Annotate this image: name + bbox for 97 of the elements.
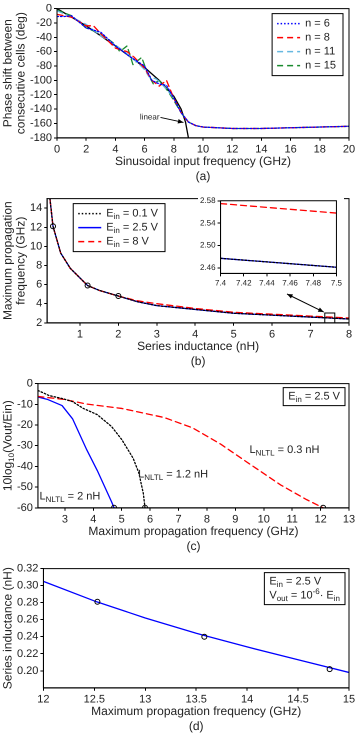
y-tick-label: 12 <box>30 221 42 234</box>
y-tick-label: 2.54 <box>200 218 216 228</box>
y-tick-label: -120 <box>30 88 52 101</box>
x-tick-label: 4 <box>90 513 96 526</box>
x-tick-label: 20 <box>342 143 356 156</box>
x-tick-label: 1 <box>76 328 83 340</box>
x-tick-label: 8 <box>346 328 352 340</box>
x-tick-label: 9 <box>232 513 238 526</box>
x-tick-label: 14 <box>255 143 268 156</box>
y-tick-label: -50 <box>16 481 33 494</box>
y-tick-label: 0 <box>46 2 52 15</box>
y-tick-label: -180 <box>30 132 52 144</box>
x-tick-label: 6 <box>142 143 148 156</box>
y-tick-label: 0.32 <box>16 562 38 575</box>
text: (b) <box>190 354 206 368</box>
annotation: linear <box>140 112 160 122</box>
point <box>324 312 336 324</box>
y-tick-label: -100 <box>30 74 52 86</box>
x-tick-label: 8 <box>170 143 177 156</box>
legend-label: n = 6 <box>305 18 330 30</box>
x-tick-label: 7.42 <box>236 278 252 288</box>
legend-label: n = 8 <box>305 32 330 44</box>
x-tick-label: 7.46 <box>282 278 298 288</box>
y-tick-label: 2 <box>36 316 42 329</box>
x-tick-label: 12 <box>314 513 327 526</box>
y-tick-label: 0.22 <box>16 648 38 660</box>
x-tick-label: 5 <box>118 513 125 526</box>
point <box>94 598 100 605</box>
x-tick-label: 4 <box>112 143 118 156</box>
x-tick-label: 5 <box>230 328 237 340</box>
x-tick-label: 2 <box>83 143 90 156</box>
x-tick-label: 13.5 <box>185 693 207 706</box>
y-tick-label: 2.46 <box>200 263 216 272</box>
legend-label: n = 15 <box>305 60 336 72</box>
y-tick-label: -40 <box>36 31 52 44</box>
y-tick-label: 14 <box>30 202 42 214</box>
y-axis-title: Series inductance (nH) <box>0 567 14 690</box>
y-tick-label: -30 <box>16 440 33 452</box>
x-tick-label: 7.4 <box>215 278 227 288</box>
x-tick-label: 7 <box>175 513 182 526</box>
y-tick-label: -60 <box>16 502 33 514</box>
x-tick-label: 6 <box>269 328 276 340</box>
x-tick-label: 0 <box>54 143 60 156</box>
x-tick-label: 2 <box>115 328 122 340</box>
point <box>326 666 333 672</box>
x-axis-title: Series inductance (nH) <box>137 339 260 354</box>
y-tick-label: -160 <box>30 117 52 130</box>
y-tick-label: 0.20 <box>16 664 38 677</box>
text: (d) <box>188 719 204 734</box>
y-tick-label: -10 <box>16 398 33 410</box>
y-axis-title: Maximum propagation frequency (GHz) <box>0 201 28 320</box>
y-tick-label: -20 <box>16 419 33 432</box>
y-tick-label: -60 <box>36 46 52 58</box>
y-tick-label: 0.30 <box>16 580 38 592</box>
x-tick-label: 3 <box>62 513 68 526</box>
text: (c) <box>186 539 200 554</box>
y-tick-label: 2.58 <box>200 196 216 206</box>
x-tick-label: 15 <box>342 693 356 706</box>
point <box>115 293 122 300</box>
x-tick-label: 7.48 <box>305 278 322 288</box>
y-tick-label: 0 <box>26 378 33 390</box>
y-tick-label: 2.50 <box>200 240 216 250</box>
y-tick-label: -140 <box>30 103 52 116</box>
x-tick-label: 7.44 <box>259 278 276 288</box>
y-axis-title: Phase shift between consecutive cells (deg) <box>0 12 28 134</box>
x-tick-label: 18 <box>314 143 326 156</box>
y-axis-title: 10log10(Vout/Ein) <box>0 400 16 492</box>
x-tick-label: 12.5 <box>84 693 106 706</box>
point <box>50 223 56 230</box>
point <box>201 634 208 640</box>
x-tick-label: 7.5 <box>330 278 343 288</box>
x-tick-label: 7 <box>307 328 314 340</box>
y-tick-label: -40 <box>16 460 33 472</box>
y-tick-label: -80 <box>36 60 52 72</box>
x-tick-label: 10 <box>258 513 270 526</box>
x-axis-title: Maximum propagation frequency (GHz) <box>91 704 302 718</box>
y-tick-label: 0.24 <box>16 630 38 643</box>
point <box>84 282 91 289</box>
legend-label: n = 11 <box>305 46 336 58</box>
x-tick-label: 16 <box>284 143 297 156</box>
x-axis-title: Sinusoidal input frequency (GHz) <box>114 154 292 168</box>
y-tick-label: 4 <box>36 298 42 310</box>
y-tick-label: 0.26 <box>16 614 38 626</box>
x-tick-label: 14 <box>241 693 254 706</box>
y-tick-label: 0.28 <box>16 596 38 609</box>
x-tick-label: 11 <box>286 513 298 526</box>
x-tick-label: 12 <box>226 143 238 156</box>
x-axis-title: Maximum propagation frequency (GHz) <box>88 524 298 538</box>
y-tick-label: -20 <box>36 16 52 29</box>
x-tick-label: 6 <box>147 513 154 526</box>
x-tick-label: 14.5 <box>287 693 309 706</box>
y-tick-label: 10 <box>30 240 42 252</box>
x-tick-label: 13 <box>139 693 152 706</box>
y-tick-label: 8 <box>36 260 42 272</box>
x-tick-label: 3 <box>154 328 160 340</box>
text: (a) <box>196 169 210 184</box>
x-tick-label: 13 <box>342 513 356 526</box>
